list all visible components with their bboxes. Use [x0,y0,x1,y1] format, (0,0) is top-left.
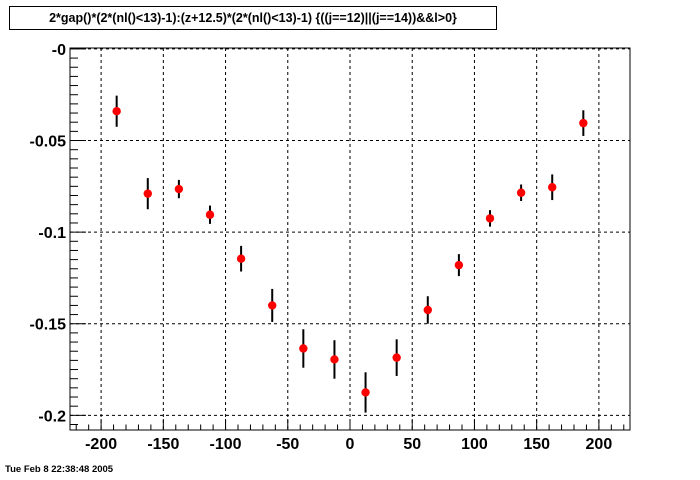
data-point [579,118,588,128]
y-tick-label: -0.05 [30,134,67,151]
data-point [423,305,432,315]
x-tick-label: 100 [461,436,488,453]
x-tick-label: -150 [147,436,179,453]
data-point [205,210,215,219]
timestamp: Tue Feb 8 22:38:48 2005 [5,464,114,475]
data-point [454,260,464,270]
data-point [174,184,184,194]
data-point [299,344,308,353]
chart-title: 2*gap()*(2*(nl()<13)-1):(z+12.5)*(2*(nl(… [9,6,497,30]
x-tick-label: 0 [346,436,355,453]
tick-labels: -200 -150 -100 -50 0 50 100 150 200 -0 -0.05 -0.1 -0… [30,42,613,453]
data-point [330,355,339,364]
data-point [516,188,526,197]
x-tick-label: 200 [586,436,613,453]
y-tick-label: -0.1 [38,225,66,242]
y-tick-label: -0.15 [30,317,67,334]
y-tick-label: -0 [52,42,66,59]
y-tick-label: -0.2 [38,408,66,425]
data-point [236,254,246,263]
x-tick-label: 50 [403,436,421,453]
x-tick-label: -200 [85,436,117,453]
data-point [392,353,401,362]
grid [70,48,630,430]
data-point [548,183,557,192]
data-point [361,388,370,397]
axis-ticks [70,48,625,430]
x-tick-label: 150 [523,436,550,453]
x-tick-label: -50 [276,436,299,453]
data-points [112,107,588,397]
data-point [112,107,121,116]
data-point [485,214,495,223]
data-point [268,301,277,310]
x-tick-label: -100 [210,436,242,453]
data-point [143,189,152,198]
